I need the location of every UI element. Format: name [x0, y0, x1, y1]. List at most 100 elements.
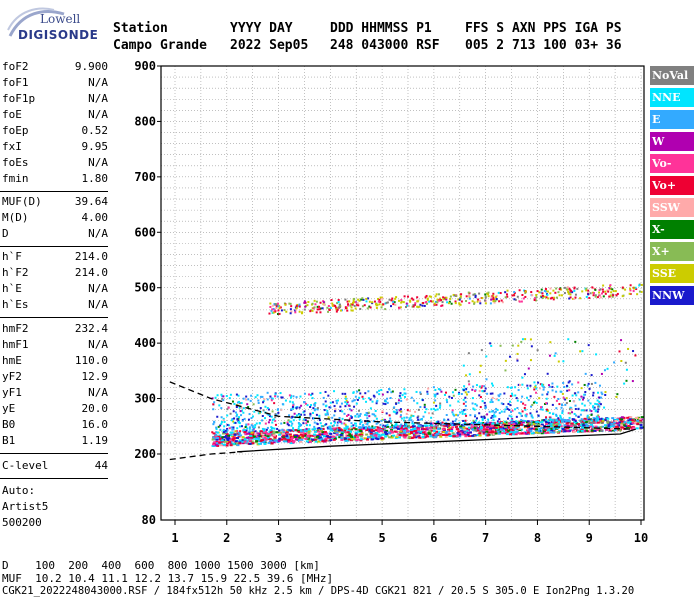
echo-point: [417, 415, 420, 418]
echo-point: [449, 434, 453, 437]
echo-point: [374, 437, 378, 440]
echo-point: [321, 431, 325, 434]
echo-point: [379, 300, 382, 303]
echo-point: [240, 406, 243, 409]
echo-point: [310, 404, 313, 407]
echo-point: [574, 419, 577, 422]
legend-item: NoVal: [650, 66, 694, 85]
echo-point: [426, 298, 429, 301]
echo-point: [334, 306, 337, 309]
echo-point: [430, 408, 433, 411]
echo-point: [539, 430, 543, 433]
echo-point: [521, 376, 524, 379]
echo-point: [271, 421, 274, 424]
echo-point: [425, 408, 428, 411]
echo-point: [422, 415, 425, 418]
echo-point: [612, 294, 615, 297]
echo-point: [374, 426, 378, 429]
echo-point: [589, 292, 592, 295]
echo-point: [492, 416, 495, 419]
echo-point: [469, 414, 472, 417]
echo-point: [492, 298, 495, 301]
echo-point: [216, 415, 219, 418]
echo-point: [473, 293, 476, 296]
echo-point: [511, 430, 515, 433]
echo-point: [554, 291, 557, 294]
echo-point: [252, 403, 255, 406]
echo-point: [427, 387, 430, 390]
echo-point: [397, 401, 400, 404]
echo-point: [368, 426, 371, 429]
param-row: foEp 0.52: [2, 124, 108, 140]
echo-point: [554, 352, 557, 355]
echo-point: [358, 414, 361, 417]
echo-point: [597, 428, 601, 431]
echo-point: [315, 300, 318, 303]
echo-point: [247, 438, 251, 441]
echo-point: [565, 402, 568, 405]
echo-point: [517, 432, 521, 435]
echo-point: [455, 426, 459, 429]
echo-point: [271, 410, 274, 413]
echo-point: [561, 420, 564, 423]
echo-point: [300, 312, 303, 315]
echo-point: [476, 300, 479, 303]
echo-point: [598, 400, 601, 403]
echo-point: [238, 425, 241, 428]
echo-point: [492, 419, 495, 422]
echo-point: [620, 426, 624, 429]
echo-point: [498, 421, 501, 424]
echo-point: [557, 360, 560, 363]
param-row: B1 1.19: [2, 434, 108, 450]
echo-point: [561, 410, 564, 413]
echo-point: [450, 302, 453, 305]
param-name: D: [2, 227, 9, 240]
echo-point: [220, 439, 224, 442]
echo-point: [222, 399, 225, 402]
echo-point: [373, 395, 376, 398]
echo-point: [548, 416, 551, 419]
echo-point: [373, 300, 376, 303]
echo-point: [491, 396, 494, 399]
echo-point: [439, 421, 442, 424]
param-name: foEs: [2, 156, 29, 169]
echo-point: [295, 396, 298, 399]
echo-point: [212, 403, 215, 406]
param-name: foE: [2, 108, 22, 121]
echo-point: [449, 297, 452, 300]
echo-point: [504, 425, 508, 428]
echo-point: [498, 431, 502, 434]
echo-point: [413, 303, 416, 306]
echo-point: [592, 406, 595, 409]
echo-point: [456, 428, 460, 431]
echo-point: [465, 414, 468, 417]
echo-point: [596, 417, 599, 420]
echo-point: [545, 402, 548, 405]
echo-point: [426, 392, 429, 395]
echo-point: [298, 310, 301, 313]
echo-point: [357, 304, 360, 307]
echo-point: [405, 424, 408, 427]
echo-point: [281, 430, 285, 433]
echo-point: [552, 425, 556, 428]
echo-point: [299, 433, 303, 436]
echo-point: [609, 294, 612, 297]
echo-point: [298, 303, 301, 306]
echo-point: [590, 374, 593, 377]
echo-point: [616, 292, 619, 295]
echo-point: [558, 403, 561, 406]
echo-point: [267, 433, 271, 436]
echo-point: [541, 294, 544, 297]
echo-point: [239, 434, 243, 437]
logo-swoosh-icon: [7, 7, 65, 37]
echo-point: [281, 403, 284, 406]
echo-point: [344, 395, 347, 398]
echo-point: [436, 424, 439, 427]
param-row: yF1 N/A: [2, 386, 108, 402]
echo-point: [541, 393, 544, 396]
echo-point: [475, 384, 478, 387]
echo-point: [387, 431, 391, 434]
echo-point: [597, 408, 600, 411]
echo-point: [580, 421, 584, 424]
echo-point: [554, 419, 557, 422]
